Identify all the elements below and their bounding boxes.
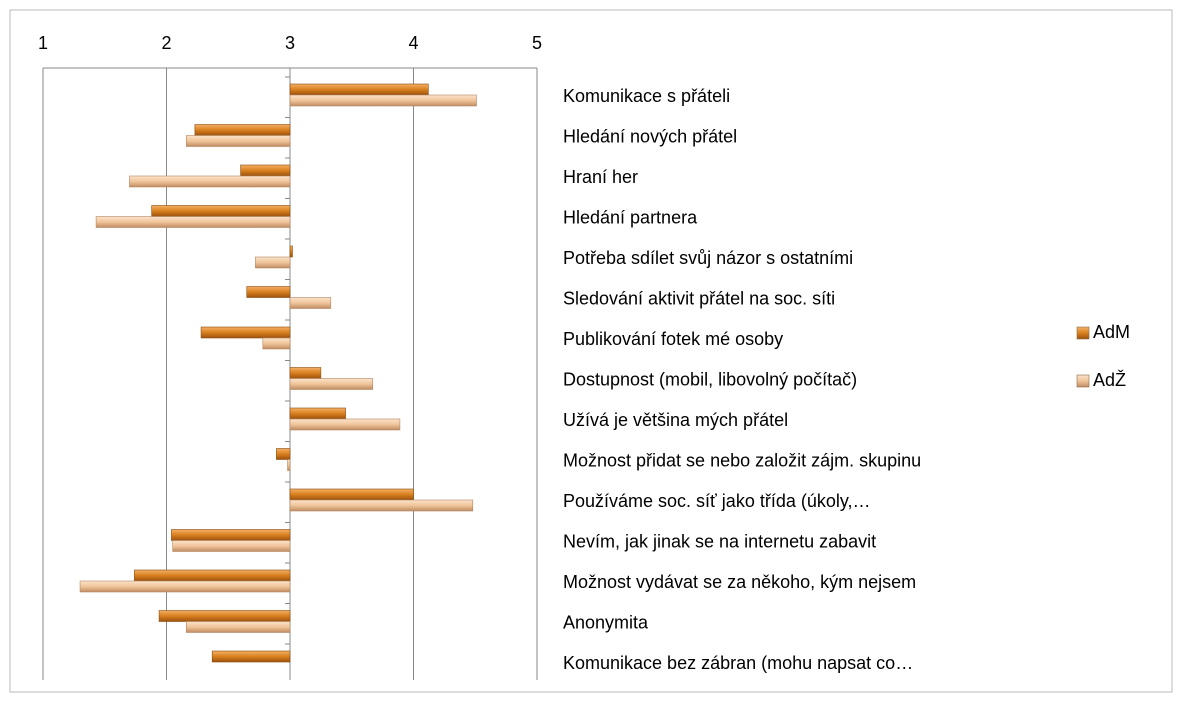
x-tick-label: 5 bbox=[532, 33, 542, 53]
bar bbox=[289, 245, 293, 258]
bar bbox=[185, 135, 291, 147]
bar bbox=[172, 540, 291, 552]
legend-label: AdŽ bbox=[1093, 370, 1126, 390]
bar bbox=[262, 337, 291, 350]
category-label: Používáme soc. síť jako třída (úkoly,… bbox=[563, 491, 871, 511]
bar bbox=[289, 297, 332, 309]
bar bbox=[287, 459, 291, 471]
bar bbox=[194, 124, 291, 136]
bar bbox=[79, 580, 291, 593]
category-label: Komunikace bez zábran (mohu napsat co… bbox=[563, 653, 913, 673]
bar bbox=[289, 499, 474, 512]
bar bbox=[255, 256, 291, 269]
category-label: Sledování aktivit přátel na soc. síti bbox=[563, 289, 835, 309]
bar bbox=[289, 83, 429, 96]
x-tick-label: 3 bbox=[285, 33, 295, 53]
category-label: Hraní her bbox=[563, 167, 638, 187]
category-label: Anonymita bbox=[563, 613, 649, 633]
category-label: Dostupnost (mobil, libovolný počítač) bbox=[563, 370, 857, 390]
category-label: Možnost přidat se nebo založit zájm. sku… bbox=[563, 451, 921, 471]
legend-swatch bbox=[1076, 326, 1090, 340]
bar bbox=[240, 164, 291, 177]
bar bbox=[289, 378, 374, 390]
category-label: Potřeba sdílet svůj názor s ostatními bbox=[563, 248, 853, 268]
category-label: Hledání nových přátel bbox=[563, 127, 737, 147]
bar bbox=[289, 407, 346, 420]
category-label: Publikování fotek mé osoby bbox=[563, 329, 783, 349]
bar bbox=[134, 569, 291, 582]
chart-frame bbox=[9, 9, 1173, 693]
bar bbox=[289, 367, 322, 379]
category-label: Užívá je většina mých přátel bbox=[563, 410, 788, 430]
bar bbox=[129, 175, 291, 188]
x-tick-label: 1 bbox=[38, 33, 48, 53]
bar bbox=[151, 205, 291, 217]
bar bbox=[171, 529, 291, 541]
bar bbox=[95, 216, 291, 228]
x-tick-label: 2 bbox=[161, 33, 171, 53]
category-label: Nevím, jak jinak se na internetu zabavit bbox=[563, 532, 876, 552]
bar bbox=[158, 610, 291, 622]
legend-label: AdM bbox=[1093, 322, 1130, 342]
bar bbox=[246, 286, 291, 298]
bar bbox=[276, 448, 291, 460]
category-label: Komunikace s přáteli bbox=[563, 86, 730, 106]
bar bbox=[200, 326, 291, 339]
x-tick-label: 4 bbox=[408, 33, 418, 53]
bar bbox=[289, 488, 414, 501]
bar bbox=[211, 650, 291, 663]
bar bbox=[185, 621, 291, 633]
category-label: Možnost vydávat se za někoho, kým nejsem bbox=[563, 572, 916, 592]
bar bbox=[289, 418, 401, 431]
category-label: Hledání partnera bbox=[563, 208, 698, 228]
legend-swatch bbox=[1076, 374, 1090, 388]
bar bbox=[289, 94, 477, 107]
